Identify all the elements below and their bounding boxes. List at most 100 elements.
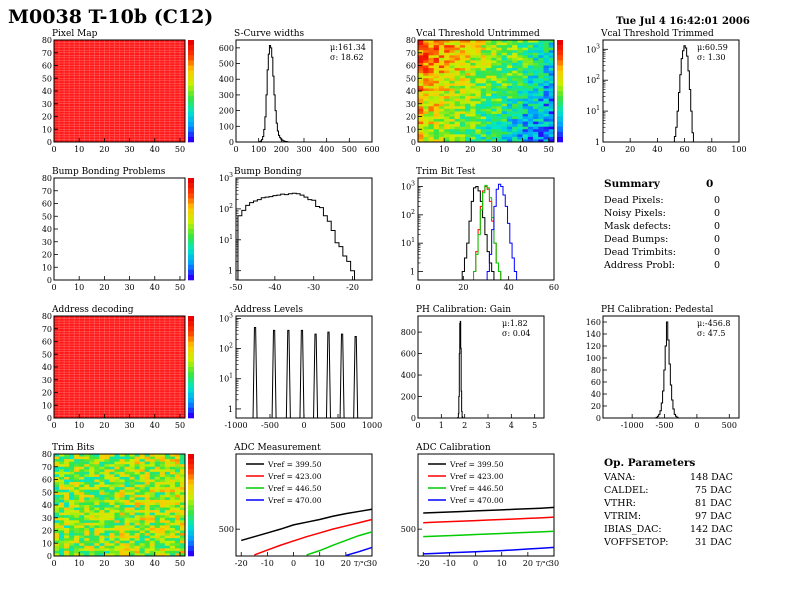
heatmap-cell [74,522,80,526]
heatmap-cell [454,65,461,69]
heatmap-cell [99,550,105,554]
histogram-bar [503,195,505,280]
heatmap-cell [512,134,518,138]
heatmap-cell [99,538,105,541]
y-tick-label: 800 [401,328,416,337]
heatmap-cell [179,489,186,493]
heatmap-cell [134,512,140,516]
summary-value: 0 [714,234,721,245]
heatmap-cell [438,80,445,84]
heatmap-cell [74,507,80,511]
histogram-peak [339,333,345,419]
heatmap-cell [64,499,70,503]
heatmap-cell [119,530,125,534]
x-tick-label: 0 [51,421,56,430]
x-tick-label: 40 [150,559,160,568]
heatmap-cell [119,507,125,511]
heatmap-cell [449,126,455,130]
heatmap-cell [433,52,440,56]
heatmap-cell [538,106,544,110]
heatmap-cell [538,40,544,43]
heatmap-cell [480,45,487,48]
heatmap-cell [99,469,105,473]
heatmap-cell [522,47,529,51]
heatmap-cell [69,489,75,493]
heatmap-cell [438,78,445,82]
heatmap-cell [543,75,550,79]
heatmap-cell [164,515,171,519]
heatmap-cell [59,505,65,508]
heatmap-cell [433,60,440,64]
heatmap-cell [496,78,502,82]
heatmap-cell [139,520,145,524]
heatmap-cell [84,543,90,547]
heatmap-cell [54,527,60,531]
heatmap-cell [423,103,429,107]
histogram-bar [304,197,308,280]
heatmap-cell [89,527,95,531]
heatmap-cell [438,73,445,76]
heatmap-cell [139,476,145,480]
heatmap-cell [99,512,105,516]
heatmap-cell [154,471,161,475]
y-tick-label: 40 [42,225,52,234]
heatmap-cell [104,502,110,506]
heatmap-cell [109,553,115,557]
heatmap-cell [64,469,70,473]
heatmap-cell [449,121,455,125]
heatmap-cell [174,538,181,541]
heatmap-cell [179,553,186,557]
heatmap-cell [522,83,529,87]
heatmap-cell [433,80,440,84]
heatmap-cell [174,492,181,496]
heatmap-cell [465,47,471,51]
heatmap-cell [465,119,471,122]
histogram-bar [296,194,300,280]
heatmap-cell [475,93,482,97]
heatmap-cell [74,545,80,549]
heatmap-cell [486,139,492,143]
heatmap-cell [480,73,487,76]
heatmap-cell [527,60,534,64]
heatmap-cell [99,545,105,549]
heatmap-cell [491,98,497,102]
heatmap-cell [99,489,105,493]
heatmap-cell [522,106,529,110]
heatmap-cell [533,50,539,54]
heatmap-cell [149,499,156,503]
heatmap-cell [134,548,140,552]
y-tick-label: 140 [586,330,601,339]
y-tick-label: 60 [42,476,52,485]
heatmap-cell [512,45,518,48]
heatmap-cell [433,65,440,69]
heatmap-cell [522,65,529,69]
heatmap-cell [438,83,445,87]
heatmap-cell [548,113,555,117]
heatmap-cell [79,502,85,506]
heatmap-cell [506,131,513,135]
heatmap-cell [154,487,161,490]
heatmap-cell [538,50,544,54]
heatmap-cell [538,121,544,125]
stat-sigma: σ: 1.30 [697,53,726,62]
heatmap-cell [119,527,125,531]
heatmap-cell [89,461,95,465]
heatmap-cell [517,121,523,125]
y-tick-label: 160 [586,318,601,327]
heatmap-cell [496,40,502,43]
x-tick-label: 20 [99,421,109,430]
heatmap-cell [89,553,95,557]
heatmap-cell [124,522,130,526]
colorbar-segment [557,116,563,122]
heatmap-cell [54,525,60,529]
heatmap-cell [64,484,70,488]
heatmap-cell [59,517,65,521]
heatmap-cell [527,83,534,87]
heatmap-cell [512,101,518,105]
heatmap-cell [501,113,508,117]
heatmap-cell [496,101,502,105]
heatmap-cell [169,502,176,506]
heatmap-cell [179,548,186,552]
y-tick-label: 200 [401,393,416,402]
y-tick-label: 60 [406,62,416,71]
